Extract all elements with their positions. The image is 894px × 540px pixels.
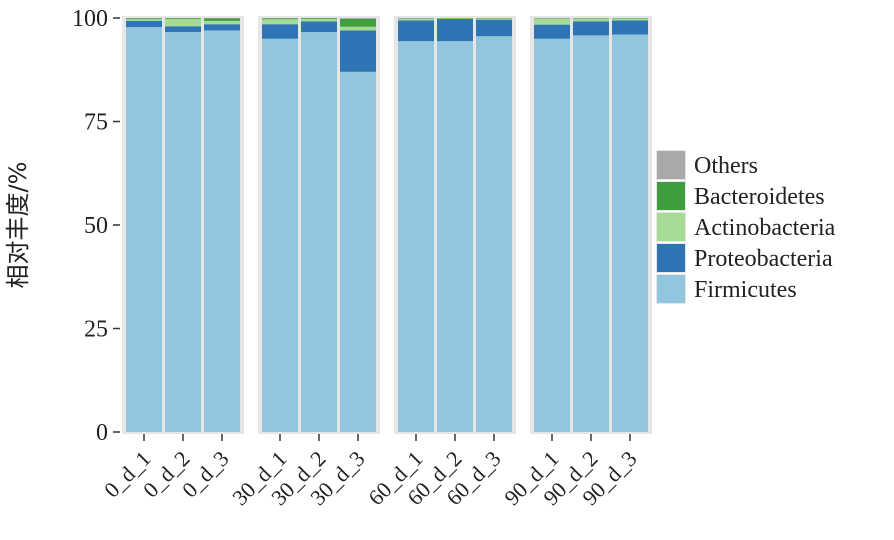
bar-segment-actinobacteria: [301, 18, 337, 22]
bar-segment-actinobacteria: [204, 20, 240, 25]
bar-segment-firmicutes: [476, 36, 512, 432]
bar-segment-firmicutes: [573, 35, 609, 432]
bar-segment-actinobacteria: [340, 26, 376, 31]
bar-segment-proteobacteria: [204, 24, 240, 31]
y-tick-label: 25: [84, 317, 108, 343]
legend-swatch-firmicutes: [657, 275, 685, 303]
bar-segment-bacteroidetes: [126, 18, 162, 20]
facet-panels: [122, 16, 652, 434]
y-tick-label: 75: [84, 110, 108, 136]
bar-segment-actinobacteria: [126, 19, 162, 21]
bar-segment-actinobacteria: [398, 18, 434, 21]
bar-segment-actinobacteria: [612, 18, 648, 21]
bar-segment-actinobacteria: [262, 19, 298, 25]
y-tick-label: 50: [84, 213, 108, 239]
bar-segment-firmicutes: [262, 38, 298, 432]
legend-label-actinobacteria: Actinobacteria: [694, 215, 836, 241]
bar-segment-firmicutes: [126, 27, 162, 432]
bar-segment-proteobacteria: [301, 21, 337, 33]
legend-swatch-actinobacteria: [657, 213, 685, 241]
bar-segment-proteobacteria: [437, 18, 473, 42]
legend-label-proteobacteria: Proteobacteria: [694, 246, 833, 272]
bar-segment-proteobacteria: [534, 24, 570, 39]
legend-label-firmicutes: Firmicutes: [694, 277, 797, 303]
bar-segment-firmicutes: [398, 41, 434, 433]
bar-segment-proteobacteria: [126, 20, 162, 28]
y-axis: 0 25 50 75 100: [72, 6, 120, 446]
y-axis-title: 相对丰度/%: [4, 162, 32, 289]
legend: Others Bacteroidetes Actinobacteria Proteob…: [656, 150, 836, 304]
bar-segment-firmicutes: [165, 32, 201, 433]
bar-segment-proteobacteria: [262, 24, 298, 39]
legend-swatch-bacteroidetes: [657, 182, 685, 210]
bar-segment-others: [340, 18, 376, 19]
bar-segment-proteobacteria: [476, 19, 512, 37]
bar-segment-actinobacteria: [534, 18, 570, 25]
bar-segment-proteobacteria: [340, 30, 376, 72]
bar-segment-firmicutes: [340, 71, 376, 432]
bar-segment-proteobacteria: [573, 21, 609, 36]
x-tick-label: 0_d_3: [177, 446, 234, 503]
bar-segment-firmicutes: [204, 30, 240, 432]
legend-swatch-proteobacteria: [657, 244, 685, 272]
legend-label-bacteroidetes: Bacteroidetes: [694, 184, 825, 210]
y-tick-label: 100: [72, 6, 108, 32]
bar-segment-actinobacteria: [476, 18, 512, 20]
bar-segment-actinobacteria: [573, 18, 609, 22]
bar-segment-bacteroidetes: [301, 18, 337, 19]
bar-segment-bacteroidetes: [204, 18, 240, 21]
legend-label-others: Others: [694, 153, 758, 179]
bar-segment-proteobacteria: [612, 20, 648, 35]
bar-segment-bacteroidetes: [165, 18, 201, 19]
bar-segment-firmicutes: [534, 38, 570, 432]
bar-segment-proteobacteria: [165, 26, 201, 33]
legend-swatch-others: [657, 151, 685, 179]
bar-segment-bacteroidetes: [262, 18, 298, 20]
x-axis: 0_d_10_d_20_d_330_d_130_d_230_d_360_d_16…: [99, 434, 642, 510]
y-tick-label: 0: [96, 420, 108, 446]
bar-segment-firmicutes: [612, 34, 648, 433]
bar-segment-proteobacteria: [398, 20, 434, 42]
bar-segment-actinobacteria: [165, 18, 201, 27]
bar-segment-bacteroidetes: [340, 18, 376, 27]
bar-stacks: [126, 18, 648, 433]
bar-segment-firmicutes: [301, 32, 337, 433]
bar-segment-firmicutes: [437, 41, 473, 433]
